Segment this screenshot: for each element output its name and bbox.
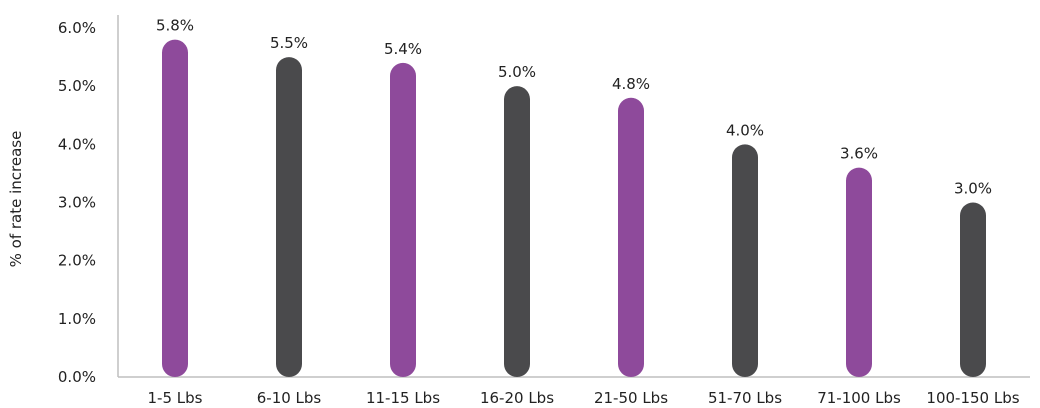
x-tick-label: 100-150 Lbs [926,389,1019,407]
bar [732,144,758,377]
y-tick-label: 4.0% [58,135,96,153]
bar [618,97,644,378]
x-tick-label: 6-10 Lbs [257,389,322,407]
bar-value-label: 5.0% [498,63,536,81]
bars [162,39,986,378]
bar-value-label: 3.6% [840,145,878,163]
y-tick-label: 5.0% [58,77,96,95]
y-axis-ticks: 0.0% 1.0% 2.0% 3.0% 4.0% 5.0% 6.0% [58,19,96,386]
bar-value-label: 5.5% [270,34,308,52]
y-tick-label: 1.0% [58,310,96,328]
bar-value-label: 5.4% [384,40,422,58]
y-tick-label: 0.0% [58,368,96,386]
x-tick-label: 1-5 Lbs [148,389,203,407]
y-axis-label: % of rate increase [7,131,25,268]
x-tick-label: 51-70 Lbs [708,389,782,407]
x-tick-label: 21-50 Lbs [594,389,668,407]
x-tick-label: 16-20 Lbs [480,389,554,407]
bar-value-label: 5.8% [156,17,194,35]
bar-value-label: 4.0% [726,121,764,139]
bar [276,57,302,377]
value-labels: 5.8% 5.5% 5.4% 5.0% 4.8% 4.0% 3.6% 3.0% [156,17,992,198]
bar-value-label: 4.8% [612,75,650,93]
y-tick-label: 3.0% [58,194,96,212]
x-tick-label: 71-100 Lbs [817,389,901,407]
x-tick-label: 11-15 Lbs [366,389,440,407]
bar [390,62,416,378]
y-tick-label: 2.0% [58,252,96,270]
x-axis-tick-labels: 1-5 Lbs 6-10 Lbs 11-15 Lbs 16-20 Lbs 21-50 L… [148,389,1020,407]
bar [846,167,872,377]
bar [162,39,188,378]
bar-value-label: 3.0% [954,180,992,198]
bar [504,86,530,378]
y-tick-label: 6.0% [58,19,96,37]
bar [960,202,986,377]
